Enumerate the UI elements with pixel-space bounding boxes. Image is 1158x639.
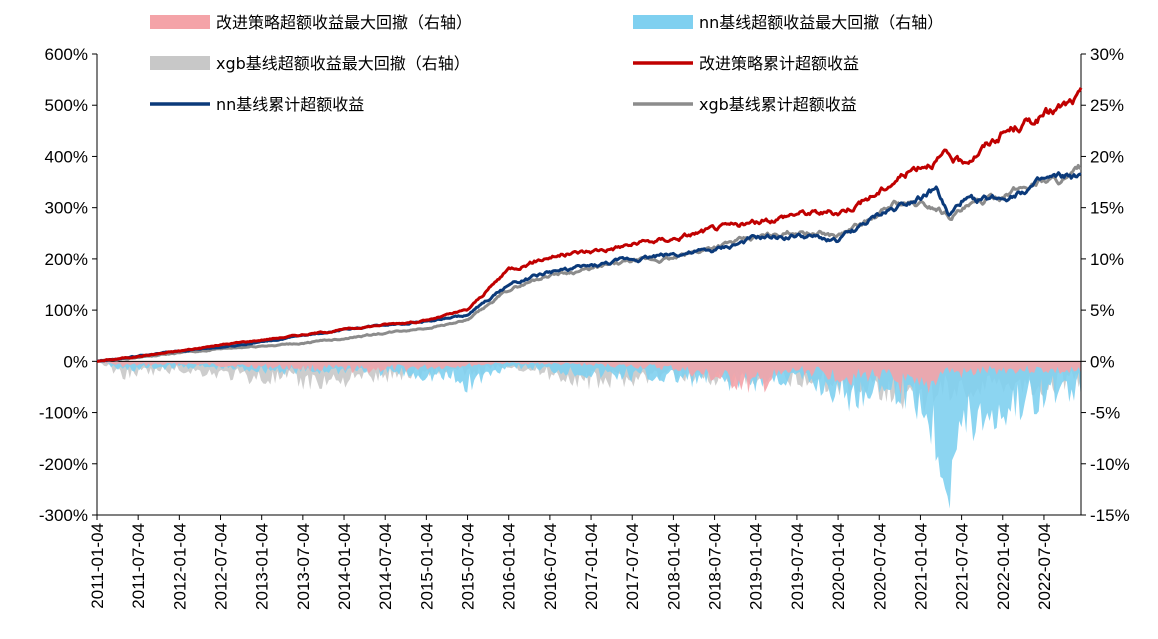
left-tick-label: 100% [45,301,88,320]
left-tick-label: -200% [39,455,88,474]
x-tick-label: 2014-07-04 [376,523,395,610]
right-tick-label: 25% [1090,96,1124,115]
x-tick-label: 2017-01-04 [582,523,601,610]
left-tick-label: 500% [45,96,88,115]
right-tick-label: 30% [1090,45,1124,64]
x-tick-label: 2016-07-04 [541,523,560,610]
legend-label: xgb基线累计超额收益 [699,95,857,114]
x-tick-label: 2012-07-04 [212,523,231,610]
right-tick-label: 0% [1090,352,1115,371]
x-tick-label: 2022-01-04 [994,523,1013,610]
x-tick-label: 2011-07-04 [129,523,148,609]
x-tick-label: 2013-01-04 [253,523,272,610]
legend-swatch-area [150,56,210,70]
legend: 改进策略超额收益最大回撤（右轴） nn基线超额收益最大回撤（右轴） xgb基线超额收… [150,13,943,114]
x-tick-label: 2021-07-04 [953,523,972,610]
x-tick-label: 2011-01-04 [88,523,107,609]
legend-label: nn基线累计超额收益 [216,95,364,114]
legend-label: nn基线超额收益最大回撤（右轴） [699,13,943,32]
x-tick-label: 2018-07-04 [706,523,725,610]
right-tick-label: 15% [1090,199,1124,218]
left-tick-label: 400% [45,147,88,166]
x-tick-label: 2012-01-04 [170,523,189,610]
right-tick-label: 5% [1090,301,1115,320]
left-tick-label: 200% [45,250,88,269]
series-line-2 [96,163,1082,363]
drawdown-areas [97,361,1081,509]
left-tick-label: 600% [45,45,88,64]
x-tick-label: 2015-07-04 [459,523,478,610]
x-tick-label: 2014-01-04 [335,523,354,610]
series-line-1 [96,171,1082,363]
x-tick-label: 2017-07-04 [623,523,642,610]
drawdown-area-1 [97,361,1081,509]
legend-label: 改进策略超额收益最大回撤（右轴） [216,13,472,32]
cumulative-lines [96,87,1083,363]
left-tick-label: -100% [39,404,88,423]
left-tick-label: 0% [63,352,88,371]
x-tick-label: 2018-01-04 [664,523,683,610]
axes: 600% 500% 400% 300% 200% 100% 0% -100% -200% -300… [39,45,1130,610]
right-tick-label: -15% [1090,506,1130,525]
left-tick-label: 300% [45,199,88,218]
x-tick-label: 2019-07-04 [788,523,807,610]
x-tick-label: 2019-01-04 [747,523,766,610]
right-tick-label: 10% [1090,250,1124,269]
drawdown-area-0 [97,361,1081,395]
series-line-0 [96,87,1083,363]
legend-swatch-area [633,15,693,29]
right-tick-label: -10% [1090,455,1130,474]
legend-swatch-area [150,15,210,29]
legend-label: 改进策略累计超额收益 [699,54,859,73]
x-tick-label: 2020-07-04 [870,523,889,610]
legend-label: xgb基线超额收益最大回撤（右轴） [216,54,470,73]
right-tick-label: -5% [1090,404,1120,423]
x-tick-label: 2015-01-04 [417,523,436,610]
x-tick-label: 2020-01-04 [829,523,848,610]
x-tick-label: 2016-01-04 [500,523,519,610]
x-tick-label: 2013-07-04 [294,523,313,610]
x-tick-label: 2021-01-04 [911,523,930,610]
x-tick-label: 2022-07-04 [1035,523,1054,610]
left-tick-label: -300% [39,506,88,525]
right-tick-label: 20% [1090,147,1124,166]
